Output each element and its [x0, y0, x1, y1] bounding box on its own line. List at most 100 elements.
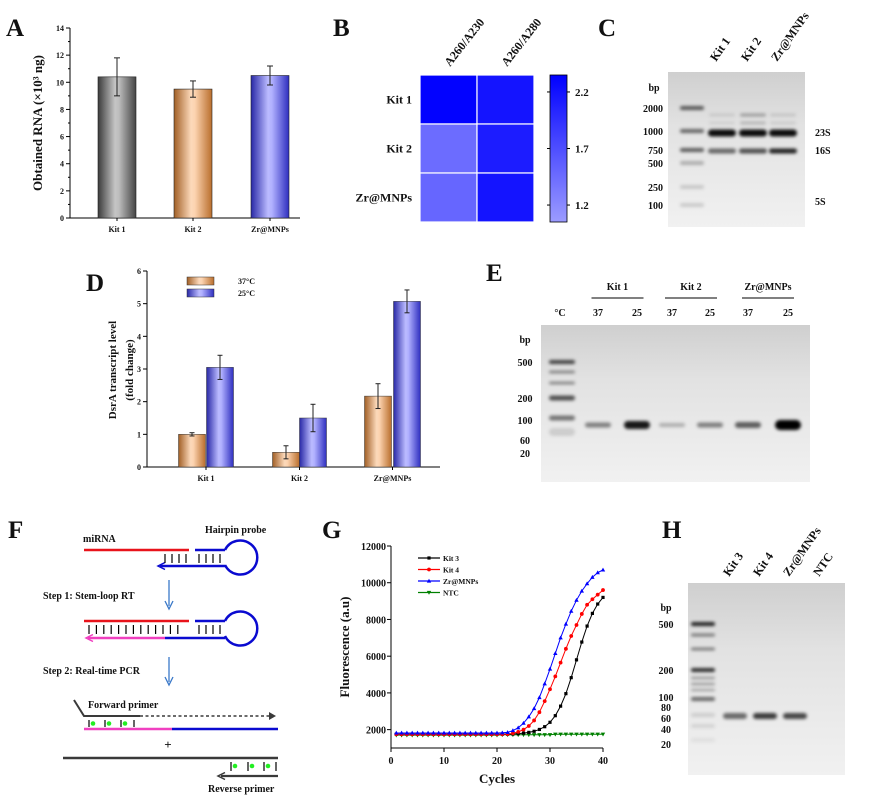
data-point — [441, 730, 447, 735]
bar — [173, 88, 213, 219]
heatmap-cell — [476, 123, 535, 174]
series-line — [396, 569, 604, 734]
ladder-band — [680, 148, 704, 152]
y-tick-label: 6000 — [366, 652, 386, 663]
ladder-band — [691, 738, 715, 742]
data-point — [558, 732, 563, 737]
data-point — [531, 733, 537, 738]
dye-marker — [106, 721, 112, 726]
dye-marker — [90, 721, 96, 726]
lane-label: Kit 1 — [707, 35, 733, 64]
ladder-label: 750 — [648, 146, 663, 157]
data-point — [596, 602, 600, 606]
data-point — [484, 730, 489, 735]
gel-E — [541, 325, 810, 482]
ladder-band — [691, 682, 715, 686]
reverse-primer-label: Reverse primer — [208, 784, 275, 795]
ladder-band — [549, 395, 575, 401]
ladder-label: 500 — [648, 159, 663, 170]
data-point — [569, 676, 573, 680]
data-point — [548, 720, 552, 724]
y-axis-label: Fluorescence (a.u) — [337, 597, 352, 698]
y-tick-label: 4 — [60, 160, 64, 169]
legend-label: NTC — [443, 589, 459, 598]
data-point — [563, 732, 569, 737]
y-tick-label: 12 — [56, 51, 64, 60]
data-point — [547, 733, 553, 738]
ladder-band — [549, 370, 575, 374]
data-point — [415, 730, 420, 735]
data-point — [511, 731, 515, 736]
data-point — [526, 714, 531, 719]
lane-label: 25 — [632, 308, 642, 319]
band-23S — [708, 129, 736, 137]
data-point — [564, 692, 568, 696]
y-tick-label: 8 — [60, 105, 64, 114]
x-tick-label: Kit 1 — [108, 225, 125, 234]
ladder-band — [549, 381, 575, 385]
x-axis-label: Cycles — [479, 771, 515, 786]
ladder-label: 20 — [661, 740, 671, 751]
data-point — [574, 658, 579, 662]
lane-label: 25 — [783, 308, 793, 319]
heatmap-cell — [419, 123, 478, 174]
y-tick-label: 6 — [60, 133, 64, 142]
data-point — [579, 612, 584, 616]
data-point — [537, 733, 542, 738]
legend-swatch — [186, 288, 215, 298]
row-label: Kit 1 — [386, 93, 412, 107]
bp-label: bp — [660, 603, 672, 614]
ladder-label: 20 — [520, 449, 530, 460]
panel-label-H: H — [662, 517, 682, 544]
forward-primer-label: Forward primer — [88, 700, 159, 711]
data-point — [542, 699, 547, 704]
data-point — [595, 592, 600, 597]
data-point — [542, 681, 547, 686]
dye-marker — [232, 763, 238, 769]
lane-label: Kit 3 — [720, 550, 746, 579]
data-point — [537, 710, 542, 715]
colorbar — [549, 74, 568, 223]
ladder-label: 200 — [518, 394, 533, 405]
data-point — [584, 581, 590, 586]
ladder-band — [691, 713, 715, 717]
x-tick-label: Kit 2 — [291, 474, 308, 483]
ladder-band — [691, 676, 715, 680]
data-point — [548, 687, 552, 692]
y-axis-label: Obtained RNA (×10³ ng) — [30, 55, 45, 191]
data-point — [600, 567, 606, 572]
step1-label: Step 1: Stem-loop RT — [43, 591, 135, 602]
data-point — [457, 730, 463, 735]
y-tick-label: 4000 — [366, 689, 386, 700]
data-point — [585, 624, 589, 628]
data-point — [473, 730, 478, 735]
step2-label: Step 2: Real-time PCR — [43, 666, 141, 677]
heatmap-cell — [476, 74, 535, 125]
heatmap-cell — [476, 172, 535, 223]
ladder-band — [680, 106, 704, 110]
data-point — [563, 621, 569, 626]
sample-band — [723, 713, 747, 719]
data-point — [601, 588, 605, 592]
ladder-band — [680, 185, 704, 189]
heatmap-cell — [419, 74, 478, 125]
ladder-label: 60 — [520, 436, 530, 447]
x-tick-label: 30 — [545, 756, 555, 767]
series-line — [396, 733, 603, 736]
series-line — [396, 597, 604, 735]
data-point — [399, 730, 404, 735]
colorbar-tick-label: 2.2 — [575, 87, 589, 99]
lane-label: 37 — [667, 308, 677, 319]
y-tick-label: 10 — [56, 78, 64, 87]
data-point — [569, 608, 574, 613]
sample-band — [775, 420, 801, 430]
data-point — [494, 730, 500, 735]
ladder-label: 60 — [661, 714, 671, 725]
data-point — [558, 635, 563, 640]
y-tick-label: 3 — [137, 365, 141, 374]
data-point — [505, 730, 510, 734]
data-point — [521, 720, 526, 725]
y-tick-label: 14 — [56, 24, 64, 33]
data-point — [516, 729, 521, 734]
ladder-band — [691, 622, 715, 626]
